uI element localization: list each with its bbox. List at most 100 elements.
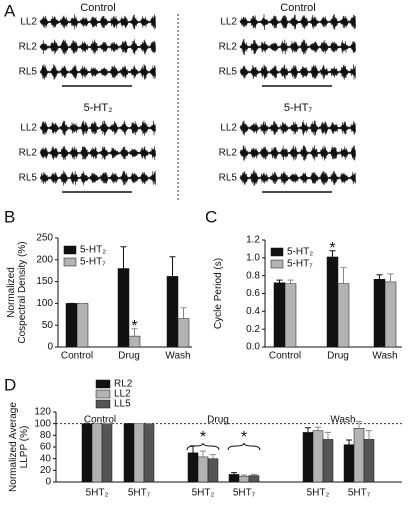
legend-swatch bbox=[95, 399, 111, 409]
legend-swatch bbox=[63, 257, 77, 267]
bar bbox=[81, 423, 93, 483]
legend-label: LL5 bbox=[114, 399, 131, 410]
legend-swatch bbox=[95, 379, 111, 389]
error-bar bbox=[131, 328, 138, 337]
group-label: Control bbox=[84, 415, 116, 426]
y-tick-label: 0.2 bbox=[246, 324, 260, 335]
x-tick-label: 5HT₂ bbox=[86, 488, 109, 499]
y-tick-label: 0.8 bbox=[246, 270, 260, 281]
x-tick-label: Wash bbox=[165, 351, 190, 362]
panel-label: A bbox=[4, 1, 16, 20]
group-title: Control bbox=[280, 2, 315, 14]
y-tick-label: 200 bbox=[36, 254, 53, 265]
bar bbox=[76, 303, 89, 348]
bar bbox=[197, 456, 209, 483]
bar bbox=[337, 283, 350, 348]
error-bar bbox=[356, 420, 362, 429]
x-tick-label: 5HT₂ bbox=[192, 488, 215, 499]
x-tick-label: 5HT₇ bbox=[233, 488, 256, 499]
bar bbox=[117, 268, 130, 348]
y-tick-label: 80 bbox=[40, 430, 52, 441]
y-tick-label: 1.0 bbox=[246, 252, 260, 263]
bar bbox=[133, 423, 145, 483]
bar bbox=[343, 444, 355, 483]
y-tick-label: 0.6 bbox=[246, 288, 260, 299]
bar bbox=[248, 475, 260, 483]
legend-label: 5-HT₇ bbox=[287, 259, 313, 270]
y-axis-label: NormalizedCospectral Density (%) bbox=[6, 241, 28, 343]
panel-label: D bbox=[4, 375, 16, 394]
panel-label: C bbox=[205, 207, 217, 226]
brace bbox=[227, 442, 261, 451]
y-axis-label-line: Cospectral Density (%) bbox=[17, 241, 28, 343]
legend-label: 5-HT₇ bbox=[80, 257, 106, 268]
panel-label: B bbox=[4, 207, 15, 226]
error-bar bbox=[200, 450, 206, 457]
error-bar bbox=[387, 273, 394, 282]
trace bbox=[239, 64, 356, 80]
bar bbox=[238, 475, 250, 483]
legend-label: LL2 bbox=[114, 389, 131, 400]
trace-label: RL5 bbox=[219, 173, 238, 184]
bar bbox=[312, 430, 324, 483]
trace-label: RL5 bbox=[219, 67, 238, 78]
error-bar bbox=[287, 279, 294, 284]
trace-label: RL2 bbox=[219, 42, 238, 53]
bar bbox=[273, 282, 286, 348]
bar bbox=[284, 283, 297, 348]
trace-label: LL2 bbox=[220, 123, 237, 134]
bar bbox=[166, 276, 179, 348]
bar bbox=[128, 335, 141, 348]
bar bbox=[228, 474, 240, 483]
trace-label: RL2 bbox=[219, 148, 238, 159]
y-tick-label: 0.0 bbox=[246, 342, 260, 353]
legend-label: 5-HT₂ bbox=[80, 245, 106, 256]
x-tick-label: Drug bbox=[118, 351, 140, 362]
group-label: Drug bbox=[207, 415, 229, 426]
error-bar bbox=[251, 473, 257, 476]
trace-label: RL2 bbox=[19, 148, 38, 159]
group-label: Wash bbox=[330, 415, 355, 426]
trace-label: LL2 bbox=[20, 123, 37, 134]
trace bbox=[39, 145, 156, 161]
annotation: * bbox=[329, 240, 335, 257]
bar bbox=[363, 439, 375, 483]
y-tick-label: 20 bbox=[40, 465, 52, 476]
trace bbox=[239, 170, 356, 186]
bar bbox=[123, 423, 135, 483]
error-bar bbox=[241, 474, 247, 477]
y-tick-label: 40 bbox=[40, 453, 52, 464]
y-tick-label: 120 bbox=[34, 407, 51, 418]
trace-label: RL5 bbox=[19, 67, 38, 78]
bar bbox=[353, 428, 365, 483]
y-tick-label: 60 bbox=[40, 442, 52, 453]
legend-swatch bbox=[270, 259, 284, 269]
error-bar bbox=[376, 274, 383, 280]
bar bbox=[177, 318, 190, 348]
y-tick-label: 150 bbox=[36, 276, 53, 287]
trace-label: LL2 bbox=[20, 17, 37, 28]
y-tick-label: 1.2 bbox=[246, 235, 260, 246]
y-tick-label: 100 bbox=[34, 418, 51, 429]
y-axis-label-line: Normalized Average bbox=[8, 402, 19, 492]
annotation: * bbox=[200, 429, 206, 446]
brace bbox=[186, 442, 220, 451]
x-tick-label: 5HT₂ bbox=[307, 488, 330, 499]
error-bar bbox=[315, 426, 321, 431]
error-bar bbox=[366, 430, 372, 440]
x-tick-label: Drug bbox=[327, 351, 349, 362]
trace bbox=[239, 39, 356, 55]
error-bar bbox=[169, 256, 176, 277]
trace-label: LL2 bbox=[220, 17, 237, 28]
y-axis-label-line: LLPP (%) bbox=[19, 426, 30, 469]
y-tick-label: 0.4 bbox=[246, 306, 260, 317]
bar bbox=[187, 452, 199, 483]
x-tick-label: 5HT₇ bbox=[128, 488, 151, 499]
error-bar bbox=[120, 246, 127, 269]
error-bar bbox=[325, 431, 331, 440]
bar bbox=[326, 256, 339, 348]
y-tick-label: 50 bbox=[42, 320, 54, 331]
error-bar bbox=[340, 267, 347, 284]
trace bbox=[39, 170, 156, 186]
group-title: Control bbox=[80, 2, 115, 14]
